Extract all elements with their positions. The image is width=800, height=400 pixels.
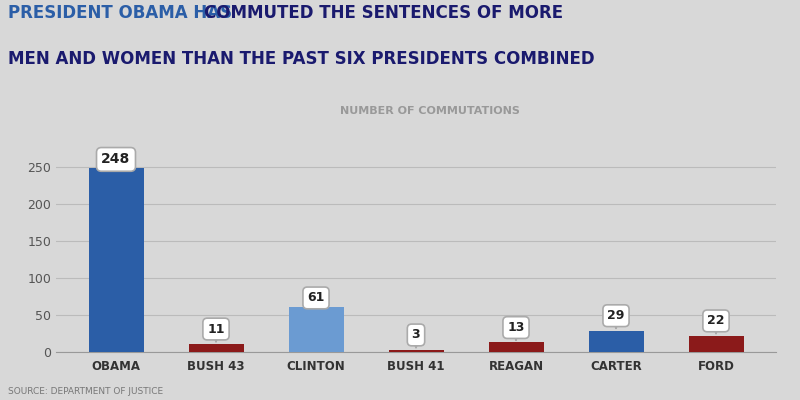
- Bar: [189, 344, 243, 352]
- Bar: [589, 330, 643, 352]
- Text: 11: 11: [207, 322, 225, 342]
- Text: COMMUTED THE SENTENCES OF MORE: COMMUTED THE SENTENCES OF MORE: [204, 4, 563, 22]
- Bar: [289, 307, 343, 352]
- Text: 248: 248: [102, 152, 130, 166]
- Bar: [489, 342, 543, 352]
- Text: MEN AND WOMEN THAN THE PAST SIX PRESIDENTS COMBINED: MEN AND WOMEN THAN THE PAST SIX PRESIDEN…: [8, 50, 594, 68]
- Text: NUMBER OF COMMUTATIONS: NUMBER OF COMMUTATIONS: [341, 106, 520, 116]
- Text: SOURCE: DEPARTMENT OF JUSTICE: SOURCE: DEPARTMENT OF JUSTICE: [8, 387, 163, 396]
- Text: 61: 61: [307, 292, 325, 304]
- Text: 13: 13: [507, 321, 525, 340]
- Text: 3: 3: [412, 328, 420, 348]
- Bar: [89, 168, 143, 352]
- Text: 29: 29: [607, 309, 625, 328]
- Text: 22: 22: [707, 314, 725, 334]
- Text: PRESIDENT OBAMA HAS: PRESIDENT OBAMA HAS: [8, 4, 238, 22]
- Bar: [689, 336, 743, 352]
- Bar: [389, 350, 443, 352]
